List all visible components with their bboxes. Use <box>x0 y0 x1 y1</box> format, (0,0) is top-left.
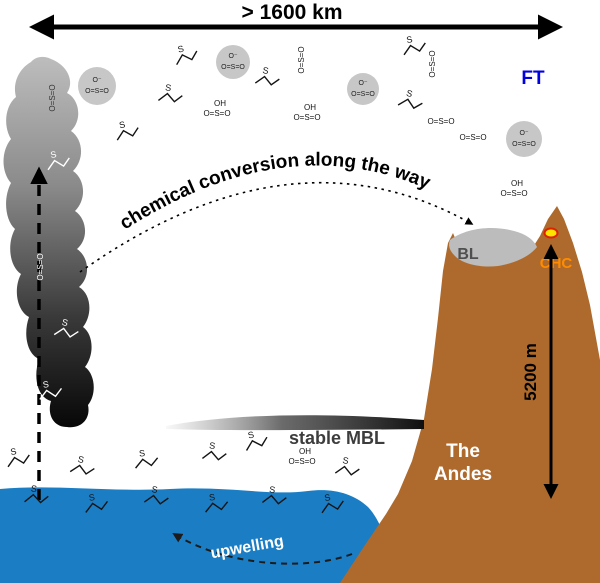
h2so4-molecule-icon: OHO=S=O <box>203 99 230 118</box>
svg-text:S: S <box>247 429 255 440</box>
particle-molecule-icon: O⁻ O=S=O <box>347 73 379 105</box>
svg-text:OH: OH <box>299 447 311 456</box>
conversion-arc-arrow <box>79 181 474 273</box>
svg-text:S: S <box>42 379 49 390</box>
svg-text:O=S=O: O=S=O <box>85 88 109 95</box>
svg-text:O=S=O: O=S=O <box>203 109 230 118</box>
ft-label: FT <box>521 68 545 89</box>
dms-molecule-icon: S <box>53 317 79 338</box>
dms-molecule-icon: S <box>143 484 169 505</box>
dms-molecule-icon: S <box>403 34 426 56</box>
h2so4-molecule-icon: OHO=S=O <box>500 179 527 198</box>
svg-text:OH: OH <box>304 103 316 112</box>
so2h-molecule-icon: O=S=O <box>459 133 486 142</box>
svg-text:S: S <box>405 88 413 99</box>
svg-text:S: S <box>88 492 95 503</box>
so2v-molecule-icon: O=S=O <box>297 46 306 73</box>
dms-molecule-icon: S <box>261 484 287 505</box>
svg-text:OH: OH <box>214 99 226 108</box>
h2so4-molecule-icon: OHO=S=O <box>288 447 315 466</box>
svg-text:O=S=O: O=S=O <box>288 457 315 466</box>
svg-text:S: S <box>50 149 58 160</box>
svg-text:S: S <box>10 446 18 457</box>
dms-molecule-icon: S <box>205 492 229 513</box>
andes-label-line1: The <box>446 441 480 462</box>
svg-text:S: S <box>324 492 332 503</box>
conversion-arc-label-text: chemical conversion along the way <box>116 149 434 234</box>
svg-text:S: S <box>209 440 216 451</box>
svg-text:O=S=O: O=S=O <box>428 50 437 77</box>
svg-text:S: S <box>406 34 414 45</box>
particle-molecule-icon: O⁻ O=S=O <box>216 45 250 79</box>
svg-text:O=S=O: O=S=O <box>221 64 245 71</box>
svg-text:O=S=O: O=S=O <box>512 141 536 148</box>
dms-molecule-icon: S <box>334 455 360 476</box>
svg-text:S: S <box>262 65 270 76</box>
dms-molecule-icon: S <box>397 88 423 110</box>
svg-text:O=S=O: O=S=O <box>351 91 375 98</box>
andes-label-line2: Andes <box>434 464 492 485</box>
dms-molecule-icon: S <box>39 379 63 400</box>
dms-molecule-icon: S <box>321 492 344 514</box>
svg-text:S: S <box>209 492 216 503</box>
svg-text:O⁻: O⁻ <box>92 77 101 84</box>
dms-molecule-icon: S <box>157 82 183 103</box>
svg-text:O⁻: O⁻ <box>519 130 528 137</box>
svg-text:O=S=O: O=S=O <box>500 189 527 198</box>
svg-text:S: S <box>151 484 159 495</box>
dms-molecule-icon: S <box>135 448 159 469</box>
andes-mountain <box>340 206 600 583</box>
stable-mbl-band <box>166 415 424 431</box>
svg-text:S: S <box>177 43 185 54</box>
smoke-plume <box>3 56 94 428</box>
dms-molecule-icon: S <box>176 43 198 66</box>
svg-text:S: S <box>342 455 350 466</box>
svg-text:O=S=O: O=S=O <box>297 46 306 73</box>
boundary-layer-region <box>449 228 537 267</box>
conversion-arc-label: chemical conversion along the way <box>116 149 434 234</box>
dms-molecule-icon: S <box>245 429 268 451</box>
chc-station-marker <box>543 227 559 239</box>
svg-text:O⁻: O⁻ <box>228 53 237 60</box>
svg-text:S: S <box>118 119 126 130</box>
svg-text:OH: OH <box>511 179 523 188</box>
particle-molecule-icon: O⁻ O=S=O <box>78 67 116 105</box>
stable-mbl-label: stable MBL <box>289 428 385 448</box>
so2v-molecule-icon: O=S=O <box>48 84 57 111</box>
svg-text:O⁻: O⁻ <box>358 80 367 87</box>
svg-text:O=S=O: O=S=O <box>459 133 486 142</box>
svg-text:S: S <box>139 448 146 459</box>
distance-label: > 1600 km <box>241 1 342 24</box>
so2v-molecule-icon: O=S=O <box>428 50 437 77</box>
dms-molecule-icon: S <box>201 440 227 461</box>
svg-text:O=S=O: O=S=O <box>427 117 454 126</box>
dms-molecule-icon: S <box>24 483 49 504</box>
dms-molecule-icon: S <box>85 492 109 513</box>
h2so4-molecule-icon: OHO=S=O <box>293 103 320 122</box>
dms-molecule-icon: S <box>47 149 70 171</box>
molecules-layer: O⁻ O=S=O S O⁻ O=S=O O=S=O S O⁻ O=S=O O=S=O S S O=S=O… <box>7 34 542 514</box>
svg-text:O=S=O: O=S=O <box>48 84 57 111</box>
so2h-molecule-icon: O=S=O <box>427 117 454 126</box>
dms-molecule-icon: S <box>254 65 280 86</box>
svg-text:S: S <box>30 483 37 494</box>
svg-text:O=S=O: O=S=O <box>293 113 320 122</box>
dms-molecule-icon: S <box>7 446 30 468</box>
svg-text:S: S <box>61 317 69 328</box>
ocean <box>0 487 394 583</box>
svg-text:O=S=O: O=S=O <box>36 253 45 280</box>
svg-text:S: S <box>77 454 85 465</box>
dms-molecule-icon: S <box>116 119 139 141</box>
svg-text:S: S <box>269 484 276 495</box>
particle-molecule-icon: O⁻ O=S=O <box>506 121 542 157</box>
svg-text:S: S <box>165 82 172 93</box>
dms-molecule-icon: S <box>69 454 95 475</box>
bl-label: BL <box>457 246 479 263</box>
so2v-molecule-icon: O=S=O <box>36 253 45 280</box>
chc-label: CHC <box>540 255 573 272</box>
altitude-label: 5200 m <box>521 343 540 401</box>
